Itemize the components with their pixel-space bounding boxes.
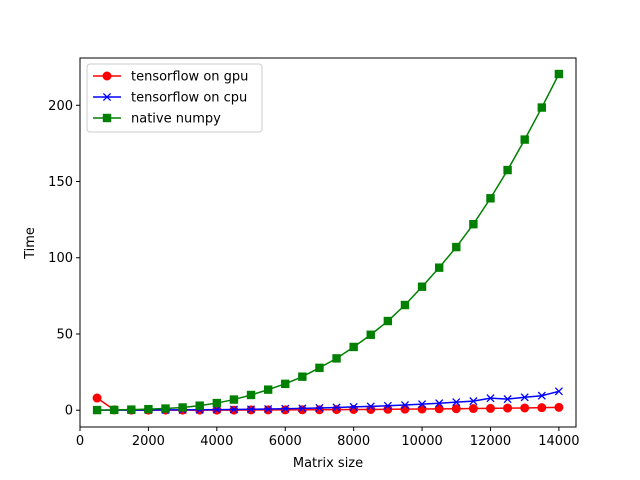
series-native-numpy [92, 69, 564, 415]
data-point [400, 404, 410, 414]
legend-label: tensorflow on cpu [131, 91, 247, 106]
x-tick-label: 2000 [132, 434, 165, 449]
x-tick-label: 4000 [200, 434, 233, 449]
data-point [297, 405, 307, 415]
y-tick-label: 50 [56, 327, 73, 342]
data-point [281, 379, 290, 389]
data-point [92, 405, 102, 415]
data-point [383, 401, 392, 410]
data-point [127, 405, 136, 414]
series-line [97, 390, 560, 411]
data-point [537, 391, 546, 400]
data-point [434, 263, 444, 272]
x-tick-label: 14000 [538, 434, 579, 449]
x-tick-label: 10000 [401, 434, 442, 449]
legend-marker [102, 113, 112, 123]
y-tick-label: 150 [48, 175, 73, 190]
data-point [178, 403, 187, 412]
data-point [314, 405, 324, 415]
data-point [417, 282, 427, 291]
data-point [485, 403, 495, 413]
x-tick-label: 6000 [269, 434, 302, 449]
x-tick-label: 12000 [470, 434, 511, 449]
legend-label: tensorflow on gpu [131, 70, 248, 85]
data-point [246, 405, 256, 414]
data-point [554, 69, 564, 79]
legend-box [86, 63, 263, 133]
data-point [400, 400, 410, 410]
data-point [298, 372, 307, 381]
x-axis: 0 2000 4000 6000 8000 10000 12000 14000 [76, 427, 580, 449]
data-point [110, 405, 119, 415]
data-point [537, 403, 547, 413]
data-point [264, 404, 273, 414]
data-point [298, 404, 307, 413]
data-point [468, 404, 478, 414]
data-point [349, 342, 358, 352]
legend-item: tensorflow on gpu [93, 70, 248, 85]
data-point [469, 220, 478, 229]
data-point [554, 387, 563, 396]
data-point [520, 393, 529, 402]
data-point [503, 165, 512, 175]
x-tick-label: 8000 [337, 434, 370, 449]
legend-marker [102, 71, 112, 81]
legend-marker [102, 92, 112, 102]
data-point [486, 394, 495, 403]
data-point [537, 103, 546, 112]
y-tick-label: 0 [65, 404, 73, 419]
data-point [281, 404, 290, 413]
data-point [520, 403, 530, 413]
plot-frame [79, 57, 577, 428]
data-point [554, 402, 564, 412]
data-point [434, 404, 444, 414]
data-point [503, 395, 512, 404]
data-point [229, 405, 238, 414]
data-point [366, 330, 375, 339]
data-point [383, 316, 393, 326]
x-axis-label: Matrix size [293, 456, 363, 471]
y-axis: 0 50 100 150 200 [48, 99, 80, 419]
series-tensorflow-on-cpu [93, 387, 563, 415]
data-point [435, 399, 444, 408]
data-point [451, 404, 461, 414]
data-point [315, 403, 324, 412]
data-point [144, 404, 153, 414]
data-point [263, 385, 273, 394]
data-point [366, 402, 375, 411]
y-tick-label: 200 [48, 99, 73, 114]
data-point [332, 354, 341, 363]
data-point [486, 194, 495, 203]
data-point [503, 403, 513, 413]
legend-item: native numpy [93, 112, 221, 127]
legend: tensorflow on gpu tensorflow on cpu native… [86, 63, 263, 133]
legend-label: native numpy [131, 112, 221, 127]
data-point [332, 403, 341, 412]
data-point [161, 404, 170, 413]
series-line [97, 73, 560, 411]
data-point [280, 405, 290, 415]
data-point [92, 393, 102, 403]
plot-area [92, 69, 564, 415]
data-point [195, 401, 204, 410]
data-point [400, 300, 410, 310]
data-point [469, 397, 478, 406]
data-point [418, 400, 427, 409]
data-point [246, 390, 256, 400]
x-tick-label: 0 [76, 434, 84, 449]
data-point [452, 398, 461, 407]
legend-item: tensorflow on cpu [93, 91, 247, 106]
data-point [349, 402, 358, 411]
data-point [366, 404, 376, 414]
data-point [229, 395, 239, 404]
data-point [452, 242, 461, 252]
data-point [212, 398, 222, 408]
data-point [520, 135, 529, 144]
y-tick-label: 100 [48, 251, 73, 266]
data-point [315, 363, 324, 373]
y-axis-label: Time [23, 227, 38, 260]
